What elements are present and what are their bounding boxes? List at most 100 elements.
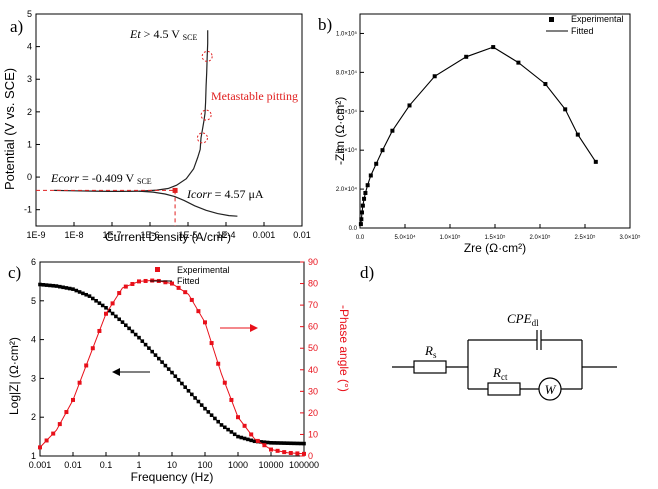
c-phase-point xyxy=(275,448,280,453)
c-modulus-point xyxy=(81,291,85,296)
c-modulus-point xyxy=(71,287,75,291)
arrow-to-right-axis xyxy=(220,324,258,332)
b-experimental-point xyxy=(491,45,496,50)
legend-experimental-text: Experimental xyxy=(571,14,624,24)
c-modulus-point xyxy=(153,353,158,357)
c-modulus-point xyxy=(157,356,161,361)
b-experimental-point xyxy=(359,217,364,222)
b-experimental-point xyxy=(380,148,385,153)
c-modulus-point xyxy=(160,360,164,364)
c-modulus-point xyxy=(252,439,257,444)
c-phase-point xyxy=(38,445,42,450)
c-modulus-point xyxy=(87,294,92,298)
c-phase-point xyxy=(51,431,56,436)
a-xtick-label: 1E-9 xyxy=(26,230,45,240)
c-modulus-point xyxy=(44,283,49,287)
b-ytick-label: 4.0×10⁴ xyxy=(336,147,358,154)
c-modulus-point xyxy=(223,425,227,430)
c-modulus-point xyxy=(166,367,171,371)
a-xtick-label: 0.001 xyxy=(253,230,276,240)
panel-a-frame xyxy=(35,13,303,227)
c-phase-point xyxy=(262,443,267,448)
c-modulus-point xyxy=(104,305,108,310)
panel-a-xlabel: Current Density (A/cm²) xyxy=(105,230,231,244)
c-phase-point xyxy=(236,415,240,420)
c-phase-point xyxy=(255,438,260,443)
c-modulus-point xyxy=(117,317,121,322)
a-xtick-label: 0.01 xyxy=(293,230,311,240)
c-modulus-point xyxy=(206,410,211,414)
c-modulus-point xyxy=(120,320,125,324)
et-annotation: Et > 4.5 V SCE xyxy=(129,27,197,42)
b-xtick-label: 1.0×10⁵ xyxy=(439,234,461,241)
c-modulus-point xyxy=(114,314,118,319)
a-ytick-label: 5 xyxy=(27,9,32,19)
c-ytick-label: 3 xyxy=(31,373,36,383)
b-experimental-point xyxy=(368,173,373,178)
b-experimental-point xyxy=(360,203,365,208)
panel-a: a) Potential (V vs. SCE) Current Density… xyxy=(2,9,311,244)
b-experimental-point xyxy=(575,132,580,137)
c-phase-point xyxy=(288,450,293,455)
c-modulus-point xyxy=(176,378,181,382)
c-modulus-point xyxy=(54,284,59,288)
c-modulus-point xyxy=(140,339,145,343)
c-ytick-right-label: 10 xyxy=(308,429,318,439)
b-experimental-point xyxy=(516,60,521,65)
a-xtick-label: 1E-4 xyxy=(216,230,235,240)
b-ytick-label: 0.0 xyxy=(349,226,358,232)
c-phase-point xyxy=(57,422,62,427)
c-modulus-point xyxy=(275,441,280,445)
c-ytick-right-label: 30 xyxy=(308,386,318,396)
c-modulus-point xyxy=(236,434,240,439)
rct-label: Rct xyxy=(492,365,508,382)
c-modulus-point xyxy=(61,285,65,290)
c-modulus-point xyxy=(147,346,151,350)
c-modulus-point xyxy=(289,441,293,446)
b-xtick-label: 0.0 xyxy=(356,235,365,241)
b-experimental-point xyxy=(464,54,469,59)
c-modulus-point xyxy=(229,430,234,434)
c-modulus-point xyxy=(209,413,214,417)
c-phase-point xyxy=(44,438,49,443)
c-ytick-right-label: 0 xyxy=(308,451,313,461)
panel-c-xlabel: Frequency (Hz) xyxy=(131,470,214,484)
c-phase-point xyxy=(110,301,115,306)
rs-label: Rs xyxy=(424,343,437,360)
corrosion-point xyxy=(172,187,178,193)
c-ytick-right-label: 40 xyxy=(308,365,318,375)
c-modulus-point xyxy=(67,286,72,291)
c-modulus-point xyxy=(173,374,178,379)
a-ytick-label: 0 xyxy=(27,172,32,182)
c-ytick-label: 4 xyxy=(31,335,36,345)
c-xtick-label: 1 xyxy=(136,460,141,470)
c-phase-point xyxy=(216,361,221,366)
a-anodic-curve xyxy=(54,30,209,192)
ecorr-annotation: Ecorr = -0.409 V SCE xyxy=(50,171,152,186)
c-ytick-right-label: 70 xyxy=(308,300,318,310)
c-xtick-label: 10000 xyxy=(258,460,283,470)
c-modulus-point xyxy=(226,427,230,432)
a-xtick-label: 1E-5 xyxy=(178,230,197,240)
c-ytick-label: 6 xyxy=(31,257,36,267)
c-xtick-label: 100000 xyxy=(289,460,319,470)
c-phase-point xyxy=(282,450,287,455)
c-phase-point xyxy=(189,297,194,302)
panel-d-label: d) xyxy=(360,263,374,282)
b-xtick-label: 2.0×10⁵ xyxy=(529,234,551,241)
c-modulus-point xyxy=(48,283,52,288)
w-label: W xyxy=(545,382,557,397)
c-phase-point xyxy=(209,341,214,346)
a-ytick-label: -1 xyxy=(24,205,32,215)
c-ytick-right-label: 50 xyxy=(308,343,318,353)
c-modulus-point xyxy=(183,385,187,389)
c-modulus-point xyxy=(64,286,69,290)
c-phase-point xyxy=(196,309,201,314)
c-phase-point xyxy=(222,380,227,385)
a-ytick-label: 4 xyxy=(27,42,32,52)
c-xtick-label: 0.01 xyxy=(64,460,82,470)
a-ytick-label: 1 xyxy=(27,139,32,149)
pit-marker xyxy=(201,50,213,62)
b-xtick-label: 5.0×10⁴ xyxy=(394,234,416,241)
c-modulus-point xyxy=(163,363,168,368)
